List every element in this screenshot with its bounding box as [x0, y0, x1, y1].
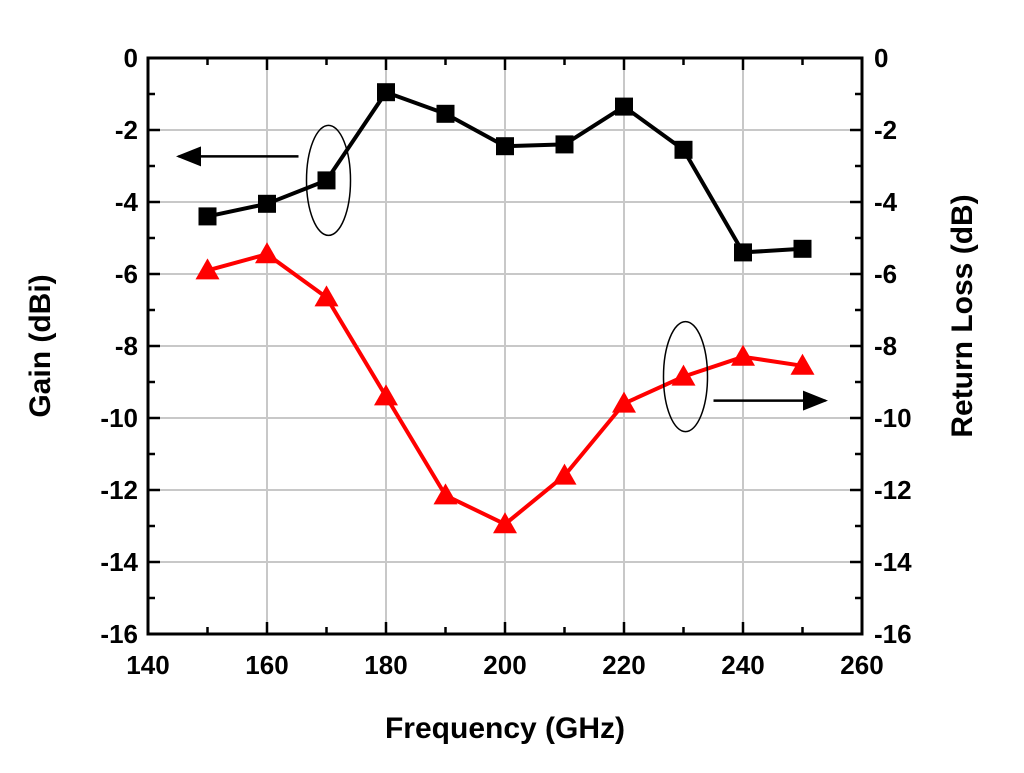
x-tick-label: 200: [483, 650, 526, 680]
y-right-tick-label: -4: [874, 187, 898, 217]
square-point: [674, 140, 693, 159]
series: [195, 83, 815, 534]
square-point: [615, 97, 633, 116]
annotation-ellipse: [662, 320, 709, 433]
triangle-point: [731, 344, 755, 366]
square-point: [317, 171, 336, 190]
annotations: [176, 124, 828, 433]
y-right-tick-label: -14: [874, 547, 912, 577]
triangle-point: [314, 285, 339, 307]
triangle-point: [433, 483, 458, 505]
triangle-point: [671, 364, 696, 386]
square-point: [198, 207, 217, 226]
x-tick-label: 220: [602, 650, 645, 680]
triangle-point: [255, 242, 279, 264]
y-left-tick-label: -4: [115, 187, 139, 217]
x-tick-label: 180: [364, 650, 407, 680]
square-point: [734, 243, 752, 262]
y-left-tick-label: -10: [100, 403, 138, 433]
y-left-tick-label: -2: [115, 115, 138, 145]
triangle-point: [374, 384, 398, 406]
square-point: [793, 239, 812, 258]
y-left-axis-title: Gain (dBi): [24, 274, 57, 417]
y-left-tick-label: -8: [115, 331, 138, 361]
plot-frame: [146, 56, 864, 636]
y-right-axis-title: Return Loss (dB): [946, 194, 979, 437]
y-right-tick-label: -6: [874, 259, 897, 289]
series-2: [195, 242, 815, 534]
y-right-tick-label: -16: [874, 619, 912, 649]
square-point: [555, 135, 574, 154]
y-right-tick-label: -12: [874, 475, 912, 505]
y-left-tick-label: -12: [100, 475, 138, 505]
y-right-tick-label: -10: [874, 403, 912, 433]
y-right-tick-label: 0: [874, 43, 888, 73]
y-right-tick-label: -2: [874, 115, 897, 145]
x-tick-label: 160: [245, 650, 288, 680]
annotation-ellipse: [305, 124, 352, 237]
triangle-point: [493, 512, 517, 534]
square-point: [436, 104, 455, 123]
y-left-tick-label: -16: [100, 619, 138, 649]
y-left-tick-label: 0: [124, 43, 138, 73]
y-left-tick-label: -6: [115, 259, 138, 289]
triangle-point: [612, 391, 636, 413]
y-left-tick-labels: 0 -2 -4 -6 -8 -10 -12 -14 -16: [100, 43, 138, 649]
square-point: [258, 194, 276, 213]
x-tick-label: 140: [126, 650, 169, 680]
y-right-tick-labels: 0 -2 -4 -6 -8 -10 -12 -14 -16: [874, 43, 912, 649]
x-tick-label: 260: [840, 650, 883, 680]
square-point: [377, 83, 395, 102]
y-left-tick-label: -14: [100, 547, 138, 577]
x-tick-label: 240: [721, 650, 764, 680]
x-axis-title: Frequency (GHz): [385, 712, 625, 745]
triangle-point: [195, 258, 220, 280]
square-point: [496, 137, 514, 156]
y-right-tick-label: -8: [874, 331, 897, 361]
triangle-point: [552, 463, 577, 485]
x-tick-labels: 140 160 180 200 220 240 260: [126, 650, 883, 680]
triangle-point: [790, 353, 815, 375]
